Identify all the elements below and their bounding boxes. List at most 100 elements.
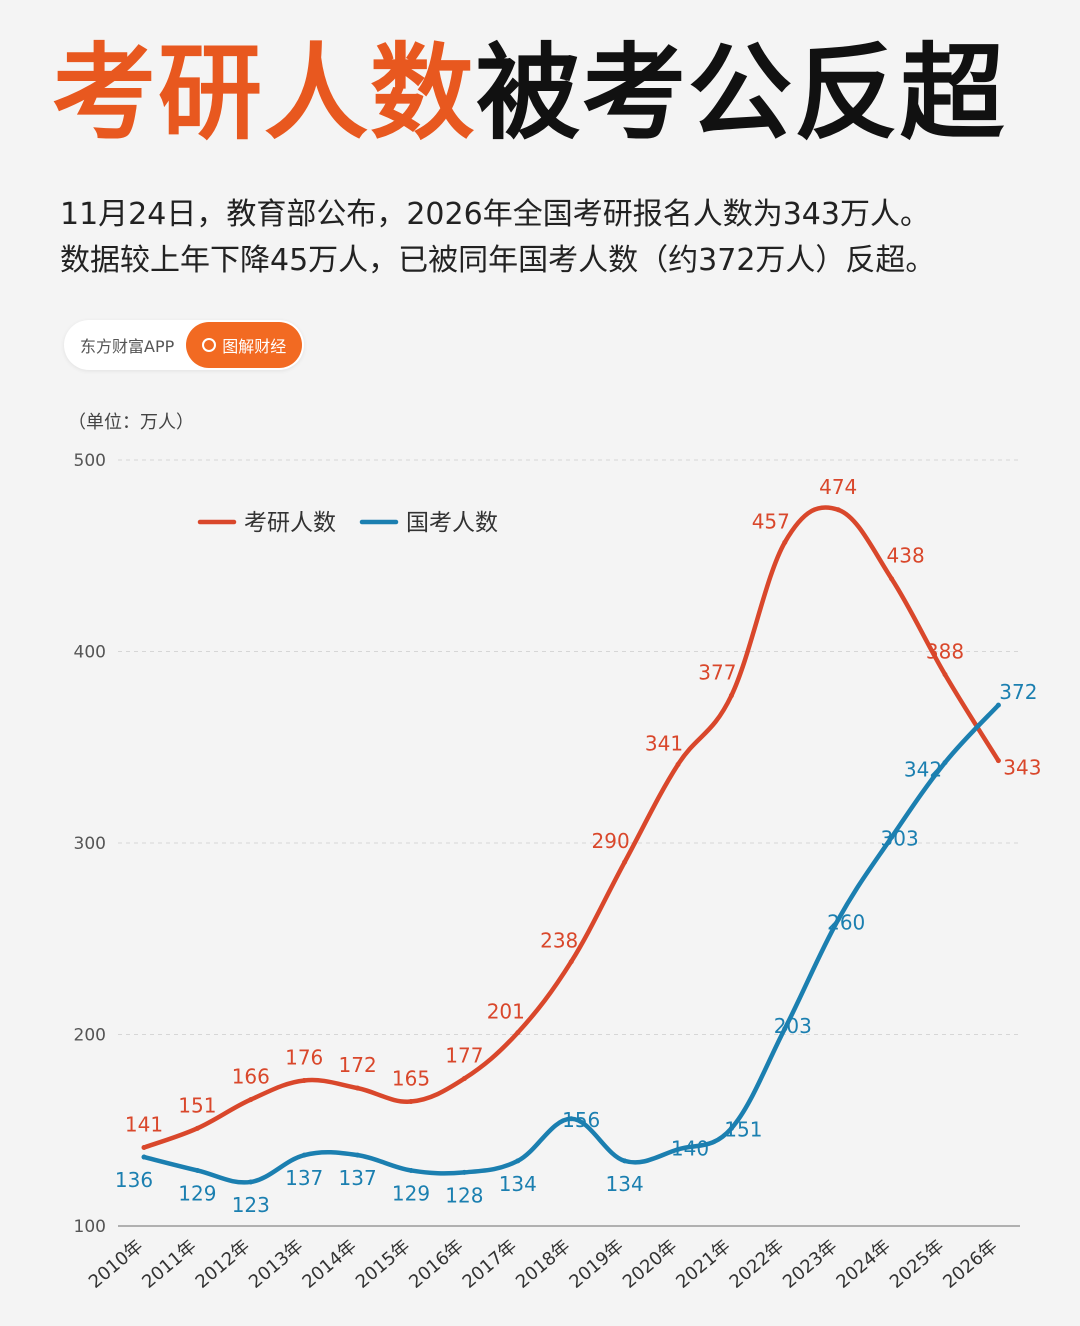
data-point [728,1125,734,1131]
data-label: 372 [999,680,1037,704]
data-point [141,1144,147,1150]
data-point [622,859,628,865]
brand-tag: 图解财经 [186,322,303,368]
data-label: 129 [178,1181,216,1205]
data-point [942,671,948,677]
x-tick-label: 2016年 [405,1236,467,1293]
data-point [248,1097,254,1103]
data-point [355,1152,361,1158]
data-label: 140 [671,1136,709,1160]
data-label: 457 [752,509,790,533]
data-point [461,1169,467,1175]
x-tick-label: 2017年 [459,1236,521,1293]
data-point [622,1158,628,1164]
data-point [515,1030,521,1036]
data-point [889,834,895,840]
data-label: 177 [445,1044,483,1068]
subtitle: 11月24日，教育部公布，2026年全国考研报名人数为343万人。 数据较上年下… [60,192,1050,284]
data-point [995,758,1001,764]
x-tick-label: 2010年 [85,1236,147,1293]
data-point [728,693,734,699]
data-point [889,576,895,582]
data-point [141,1154,147,1160]
x-tick-label: 2024年 [832,1236,894,1293]
x-tick-label: 2011年 [138,1236,200,1293]
x-tick-label: 2026年 [939,1236,1001,1293]
data-label: 201 [487,1000,525,1024]
data-point [194,1167,200,1173]
data-point [995,702,1001,708]
y-tick-label: 300 [74,834,106,854]
data-point [835,507,841,513]
data-label: 136 [115,1168,153,1192]
data-point [835,917,841,923]
y-tick-label: 400 [74,643,106,663]
y-tick-label: 500 [74,451,106,471]
legend-label: 考研人数 [244,510,336,536]
x-tick-label: 2023年 [779,1236,841,1293]
legend-label: 国考人数 [406,510,498,536]
data-label: 166 [232,1065,270,1089]
data-point [194,1125,200,1131]
x-tick-label: 2014年 [298,1236,360,1293]
x-tick-label: 2012年 [192,1236,254,1293]
y-tick-label: 200 [74,1026,106,1046]
data-point [408,1099,414,1105]
data-label: 238 [540,929,578,953]
data-point [942,760,948,766]
data-label: 151 [724,1117,762,1141]
data-label: 260 [827,911,865,935]
data-point [782,539,788,545]
title-highlight: 考研人数 [52,32,477,154]
data-label: 137 [339,1166,377,1190]
data-point [675,761,681,767]
x-tick-label: 2022年 [726,1236,788,1293]
data-point [301,1077,307,1083]
data-label: 134 [606,1172,644,1196]
data-label: 151 [178,1093,216,1117]
data-point [461,1076,467,1082]
x-tick-label: 2018年 [512,1236,574,1293]
search-icon [202,338,217,352]
data-label: 388 [926,639,964,663]
data-label: 303 [881,826,919,850]
data-point [355,1085,361,1091]
brand-app-name: 东方财富APP [80,337,175,356]
data-label: 474 [819,475,857,499]
data-point [515,1158,521,1164]
x-tick-label: 2015年 [352,1236,414,1293]
data-point [568,959,574,965]
x-tick-label: 2019年 [565,1236,627,1293]
data-label: 172 [339,1053,377,1077]
data-label: 290 [592,829,630,853]
data-point [568,1116,574,1122]
subtitle-line-1: 11月24日，教育部公布，2026年全国考研报名人数为343万人。 [60,197,930,232]
data-label: 342 [904,758,942,782]
data-label: 341 [645,731,683,755]
data-label: 203 [774,1014,812,1038]
data-point [675,1146,681,1152]
title-rest: 被考公反超 [476,32,1007,154]
data-label: 137 [285,1166,323,1190]
subtitle-line-2: 数据较上年下降45万人，已被同年国考人数（约372万人）反超。 [60,243,936,278]
data-label: 343 [1003,756,1041,780]
data-point [408,1167,414,1173]
page-title: 考研人数被考公反超 [52,28,1006,158]
data-label: 141 [125,1112,163,1136]
unit-label: （单位：万人） [68,412,194,433]
data-point [248,1179,254,1185]
data-label: 134 [499,1172,537,1196]
brand-badge: 东方财富APP 图解财经 [64,320,305,370]
x-tick-label: 2021年 [672,1236,734,1293]
data-point [782,1026,788,1032]
x-tick-label: 2020年 [619,1236,681,1293]
y-tick-label: 100 [74,1217,106,1237]
data-point [301,1152,307,1158]
data-label: 176 [285,1045,323,1069]
data-label: 165 [392,1067,430,1091]
brand-tag-label: 图解财经 [222,337,287,356]
data-label: 438 [887,544,925,568]
data-label: 129 [392,1181,430,1205]
data-label: 123 [232,1193,270,1217]
